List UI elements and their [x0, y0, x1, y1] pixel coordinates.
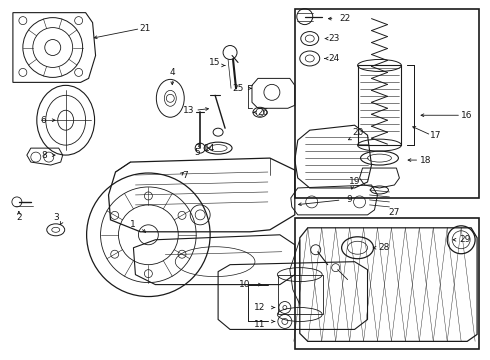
Text: 5: 5 [195, 148, 200, 157]
Text: 22: 22 [339, 14, 350, 23]
Text: 24: 24 [328, 54, 339, 63]
Bar [278, 275, 323, 315]
Text: 15: 15 [209, 58, 221, 67]
Text: 18: 18 [419, 156, 431, 165]
Bar [358, 66, 401, 145]
Text: 20: 20 [352, 128, 363, 137]
Text: 25: 25 [233, 84, 244, 93]
Text: 21: 21 [140, 24, 151, 33]
Text: 16: 16 [462, 111, 473, 120]
Text: 19: 19 [349, 177, 360, 186]
Text: 11: 11 [254, 320, 266, 329]
Bar [295, 218, 479, 349]
Text: 26: 26 [257, 108, 269, 117]
Text: 6: 6 [40, 116, 46, 125]
Text: 1: 1 [129, 220, 135, 229]
Text: 13: 13 [182, 106, 194, 115]
Text: 28: 28 [379, 243, 390, 252]
Text: 2: 2 [16, 213, 22, 222]
Text: 7: 7 [182, 171, 188, 180]
Text: 29: 29 [460, 235, 471, 244]
Text: 23: 23 [328, 34, 340, 43]
Text: 10: 10 [239, 280, 251, 289]
Text: 8: 8 [41, 150, 47, 159]
Text: 9: 9 [347, 195, 352, 204]
Text: 27: 27 [389, 208, 400, 217]
Text: 3: 3 [53, 213, 59, 222]
Text: 12: 12 [254, 303, 266, 312]
Bar [295, 9, 479, 198]
Text: 4: 4 [170, 68, 175, 77]
Text: 17: 17 [430, 131, 441, 140]
Text: 14: 14 [204, 144, 215, 153]
